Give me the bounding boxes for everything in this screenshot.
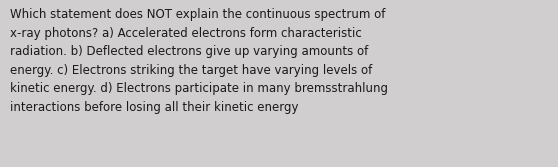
Text: Which statement does NOT explain the continuous spectrum of
x-ray photons? a) Ac: Which statement does NOT explain the con…	[10, 8, 388, 114]
